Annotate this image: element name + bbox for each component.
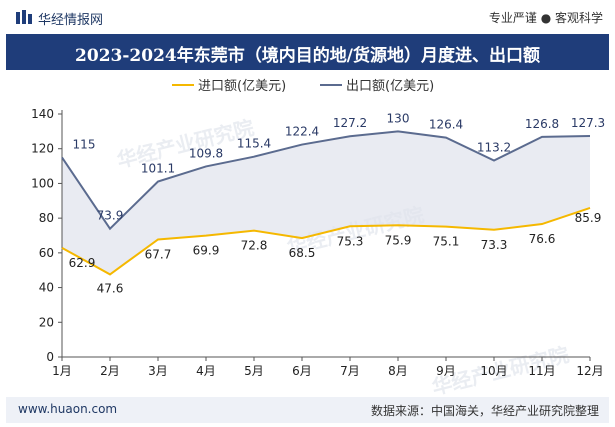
x-tick-label: 10月: [480, 364, 507, 378]
data-label-export: 127.3: [571, 116, 605, 130]
footer-url: www.huaon.com: [18, 402, 118, 416]
data-label-export: 115: [73, 137, 96, 151]
y-tick-label: 20: [39, 315, 54, 329]
data-label-import: 68.5: [289, 246, 316, 260]
data-label-export: 113.2: [477, 141, 511, 155]
x-tick-label: 3月: [148, 364, 168, 378]
footer-bar: www.huaon.com 数据来源：中国海关，华经产业研究院整理: [6, 397, 609, 423]
data-label-export: 126.4: [429, 118, 463, 132]
data-label-export: 127.2: [333, 116, 367, 130]
x-tick-label: 8月: [388, 364, 408, 378]
data-label-export: 126.8: [525, 117, 559, 131]
data-label-import: 62.9: [69, 256, 96, 270]
data-label-import: 75.9: [385, 233, 412, 247]
logo-icon: [16, 10, 32, 24]
slogan: 专业严谨 ● 客观科学: [488, 11, 603, 25]
x-tick-label: 1月: [52, 364, 72, 378]
brand-name: 华经情报网: [38, 13, 104, 28]
y-tick-label: 80: [39, 211, 54, 225]
data-label-import: 67.7: [145, 247, 172, 261]
data-label-export: 73.9: [97, 209, 124, 223]
data-label-import: 73.3: [481, 238, 508, 252]
series-line-export: [61, 130, 591, 231]
legend-label-export: 出口额(亿美元): [346, 79, 434, 94]
line-chart: 进口额(亿美元) 出口额(亿美元) 0 20 40 60 80 100 120 140 1月 2月 3月…: [31, 79, 605, 378]
data-label-export: 130: [387, 111, 410, 125]
x-tick-label: 9月: [436, 364, 456, 378]
header-bar: 华经情报网 专业严谨 ● 客观科学: [0, 0, 615, 34]
y-tick-label: 100: [31, 176, 54, 190]
data-label-import: 47.6: [97, 281, 124, 295]
x-tick-label: 2月: [100, 364, 120, 378]
data-label-export: 115.4: [237, 137, 271, 151]
data-source: 数据来源：中国海关，华经产业研究院整理: [370, 404, 599, 418]
data-label-import: 85.9: [575, 211, 602, 225]
y-tick-label: 40: [39, 281, 54, 295]
y-tick-label: 120: [31, 142, 54, 156]
y-tick-label: 0: [46, 350, 54, 364]
data-label-export: 101.1: [141, 162, 175, 176]
x-tick-label: 4月: [196, 364, 216, 378]
y-tick-label: 140: [31, 107, 54, 121]
legend-label-import: 进口额(亿美元): [198, 79, 286, 94]
x-tick-label: 11月: [528, 364, 555, 378]
x-tick-label: 5月: [244, 364, 264, 378]
title-bar: 2023-2024年东莞市（境内目的地/货源地）月度进、出口额: [6, 34, 609, 70]
chart-title: 2023-2024年东莞市（境内目的地/货源地）月度进、出口额: [75, 46, 540, 66]
x-tick-label: 12月: [576, 364, 603, 378]
area-between-series: [62, 131, 590, 275]
data-label-import: 72.8: [241, 239, 268, 253]
data-label-export: 109.8: [189, 146, 223, 160]
data-label-import: 75.3: [337, 234, 364, 248]
data-label-import: 76.6: [529, 232, 556, 246]
data-label-export: 122.4: [285, 125, 319, 139]
x-tick-label: 6月: [292, 364, 312, 378]
y-tick-label: 60: [39, 246, 54, 260]
data-label-import: 69.9: [193, 244, 220, 258]
data-label-import: 75.1: [433, 235, 460, 249]
series-line-import: [61, 206, 591, 276]
x-tick-label: 7月: [340, 364, 360, 378]
